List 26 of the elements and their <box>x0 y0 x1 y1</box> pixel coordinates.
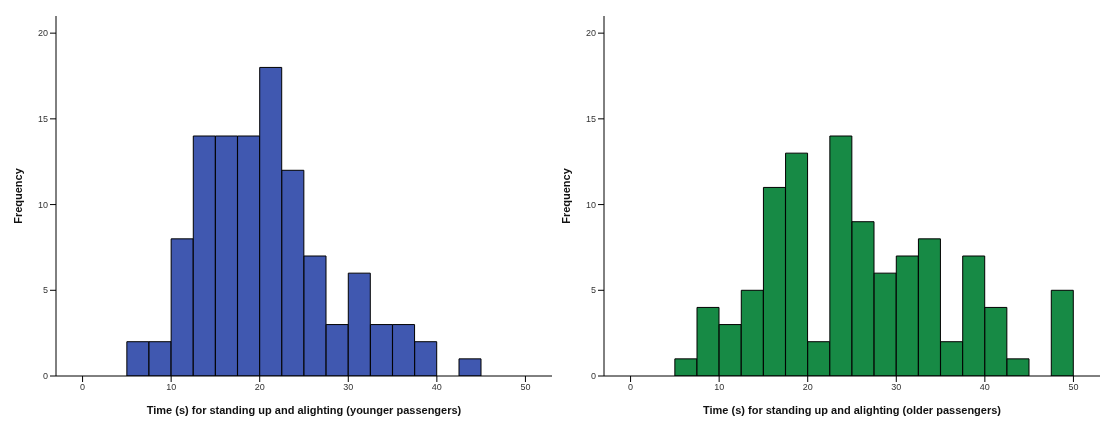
y-tick-label: 15 <box>585 114 596 125</box>
x-tick-label: 10 <box>166 382 177 393</box>
y-tick-label: 0 <box>590 371 596 382</box>
x-axis-title: Time (s) for standing up and alighting (older passengers) <box>702 404 1002 416</box>
y-tick-label: 20 <box>585 28 596 39</box>
y-axis-title: Frequency <box>11 167 24 224</box>
x-axis-title: Time (s) for standing up and alighting (younger passengers) <box>146 404 462 416</box>
x-tick-label: 30 <box>891 382 902 393</box>
y-tick-label: 10 <box>585 199 596 210</box>
x-tick-label: 40 <box>431 382 442 393</box>
y-tick-label: 15 <box>37 114 48 125</box>
x-tick-label: 20 <box>254 382 265 393</box>
y-axis-title: Frequency <box>559 167 572 224</box>
x-tick-label: 40 <box>979 382 990 393</box>
y-tick-label: 0 <box>42 371 48 382</box>
y-tick-label: 20 <box>37 28 48 39</box>
x-tick-label: 20 <box>802 382 813 393</box>
x-tick-label: 10 <box>714 382 725 393</box>
y-tick-label: 5 <box>590 285 596 296</box>
x-tick-label: 50 <box>1068 382 1079 393</box>
y-tick-label: 10 <box>37 199 48 210</box>
x-tick-label: 0 <box>628 382 634 393</box>
y-tick-label: 5 <box>42 285 48 296</box>
x-tick-label: 50 <box>520 382 531 393</box>
x-tick-label: 30 <box>343 382 354 393</box>
x-tick-label: 0 <box>80 382 86 393</box>
